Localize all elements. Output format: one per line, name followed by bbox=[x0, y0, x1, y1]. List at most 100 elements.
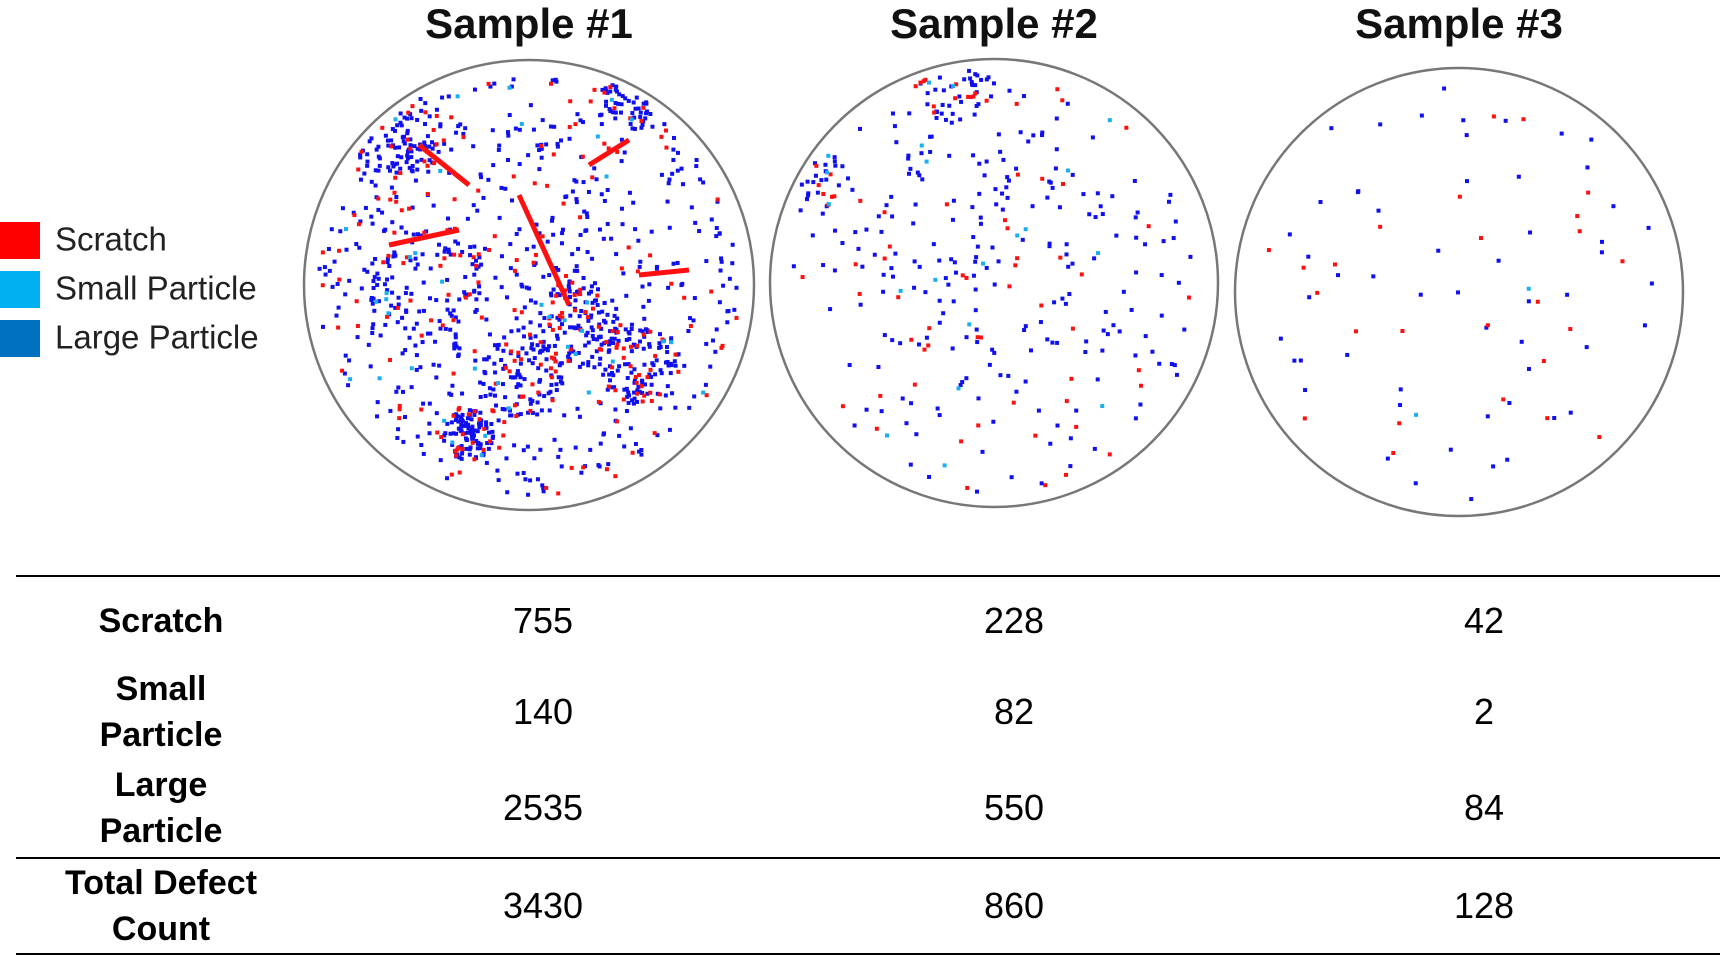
defect-dot bbox=[621, 397, 626, 402]
defect-dot bbox=[409, 385, 414, 390]
defect-dot bbox=[385, 256, 390, 261]
defect-dot bbox=[804, 197, 809, 202]
defect-dot bbox=[662, 122, 667, 127]
defect-dot bbox=[609, 370, 614, 375]
defect-dot bbox=[1505, 457, 1510, 462]
defect-dot bbox=[478, 394, 483, 399]
defect-dot bbox=[1301, 265, 1306, 270]
defect-dot bbox=[1093, 215, 1098, 220]
defect-dot bbox=[450, 442, 455, 447]
defect-dot bbox=[922, 347, 927, 352]
defect-dot bbox=[673, 352, 678, 357]
defect-dot bbox=[1040, 130, 1045, 135]
defect-dot bbox=[545, 348, 550, 353]
defect-dot bbox=[982, 173, 987, 178]
defect-dot bbox=[973, 308, 978, 313]
defect-dot bbox=[376, 276, 381, 281]
defect-dot bbox=[590, 300, 595, 305]
table-cell: 84 bbox=[1463, 787, 1505, 828]
defect-dot bbox=[732, 307, 737, 312]
defect-dot bbox=[517, 162, 522, 167]
defect-dot bbox=[387, 357, 392, 362]
defect-dot bbox=[721, 283, 726, 288]
defect-dot bbox=[876, 214, 881, 219]
defect-dot bbox=[406, 110, 411, 115]
defect-dot bbox=[465, 216, 470, 221]
defect-dot bbox=[390, 290, 395, 295]
defect-dot bbox=[404, 285, 409, 290]
defect-dot bbox=[442, 256, 447, 261]
defect-dot bbox=[604, 340, 609, 345]
defect-dot bbox=[549, 293, 554, 298]
defect-dot bbox=[585, 330, 590, 335]
defect-dot bbox=[687, 405, 692, 410]
defect-dot bbox=[590, 175, 595, 180]
defect-dot bbox=[516, 382, 521, 387]
defect-dot bbox=[427, 296, 432, 301]
defect-dot bbox=[393, 305, 398, 310]
defect-dot bbox=[926, 80, 931, 85]
defect-dot bbox=[395, 320, 400, 325]
table-cell: 550 bbox=[983, 787, 1045, 828]
defect-dot bbox=[530, 410, 535, 415]
defect-dot bbox=[507, 408, 512, 413]
defect-dot bbox=[395, 123, 400, 128]
defect-dot bbox=[473, 258, 478, 263]
defect-dot bbox=[443, 431, 448, 436]
defect-dot bbox=[1345, 352, 1350, 357]
defect-dot bbox=[396, 295, 401, 300]
defect-dot bbox=[544, 485, 549, 490]
defect-dot bbox=[555, 315, 560, 320]
defect-dot bbox=[626, 98, 631, 103]
defect-dot bbox=[320, 283, 325, 288]
defect-dot bbox=[977, 161, 982, 166]
defect-dot bbox=[408, 137, 413, 142]
defect-dot bbox=[934, 109, 939, 114]
defect-dot bbox=[1064, 242, 1069, 247]
defect-dot bbox=[628, 344, 633, 349]
defect-dot bbox=[567, 279, 572, 284]
defect-dot bbox=[539, 144, 544, 149]
defect-dot bbox=[640, 399, 645, 404]
defect-dot bbox=[599, 326, 604, 331]
defect-dot bbox=[622, 444, 627, 449]
defect-dot bbox=[1575, 214, 1580, 219]
defect-dot bbox=[574, 200, 579, 205]
defect-dot bbox=[1646, 225, 1651, 230]
defect-dot bbox=[1023, 324, 1028, 329]
defect-dot bbox=[481, 447, 486, 452]
defect-dot bbox=[559, 241, 564, 246]
defect-dot bbox=[627, 190, 632, 195]
defect-dot bbox=[714, 225, 719, 230]
defect-dot bbox=[472, 272, 477, 277]
defect-dot bbox=[946, 282, 951, 287]
defect-dot bbox=[456, 407, 461, 412]
defect-dot bbox=[487, 332, 492, 337]
defect-dot bbox=[393, 128, 398, 133]
defect-dot bbox=[806, 193, 811, 198]
defect-dot bbox=[636, 106, 641, 111]
defect-dot bbox=[667, 427, 672, 432]
defect-dot bbox=[354, 299, 359, 304]
defect-dot bbox=[727, 276, 732, 281]
defect-dot bbox=[452, 342, 457, 347]
defect-dot bbox=[541, 489, 546, 494]
defect-dot bbox=[521, 448, 526, 453]
defect-dot bbox=[889, 194, 894, 199]
defect-dot bbox=[694, 157, 699, 162]
defect-dot bbox=[389, 138, 394, 143]
defect-dot bbox=[588, 99, 593, 104]
defect-dot bbox=[615, 330, 620, 335]
defect-dot bbox=[365, 163, 370, 168]
defect-dot bbox=[378, 333, 383, 338]
defect-dot bbox=[550, 78, 555, 83]
defect-dot bbox=[1101, 328, 1106, 333]
defect-dot bbox=[1014, 166, 1019, 171]
defect-dot bbox=[975, 244, 980, 249]
defect-dot bbox=[655, 391, 660, 396]
defect-dot bbox=[457, 455, 462, 460]
defect-dot bbox=[659, 134, 664, 139]
defect-dot bbox=[495, 346, 500, 351]
defect-dot bbox=[489, 421, 494, 426]
defect-dot bbox=[890, 111, 895, 116]
